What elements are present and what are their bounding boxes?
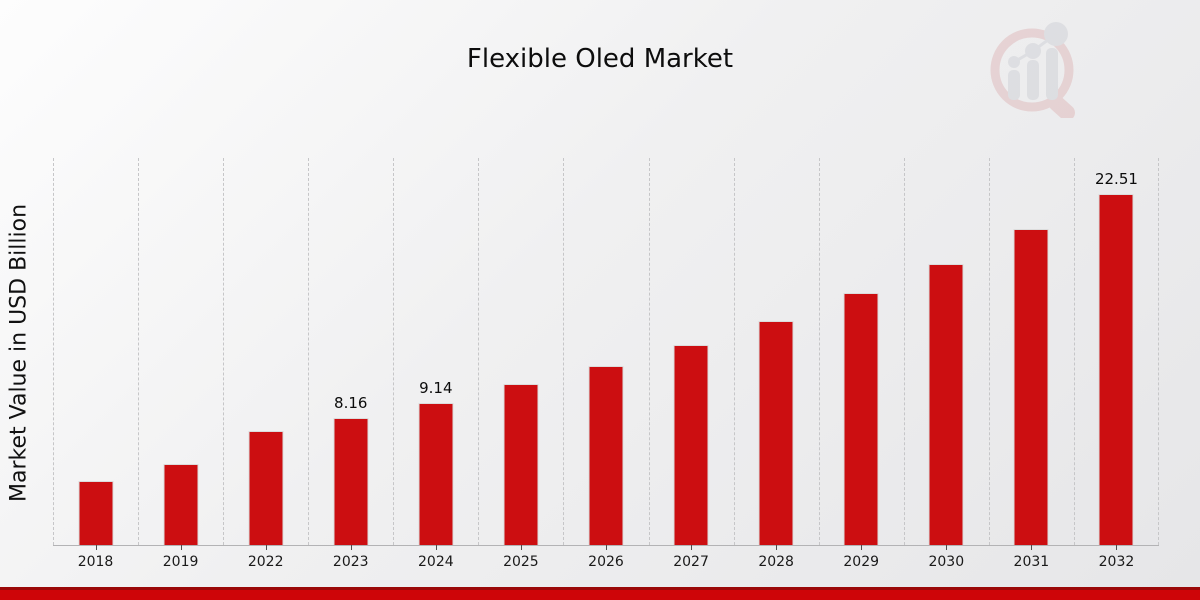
- bar-value-label-2023: 8.16: [334, 393, 368, 412]
- gridline: [903, 158, 905, 545]
- gridline: [1158, 158, 1159, 545]
- x-axis-tick: [265, 545, 267, 550]
- bar-2025: [503, 384, 539, 545]
- x-tick-label-2028: 2028: [758, 554, 794, 570]
- x-tick-label-2023: 2023: [332, 554, 369, 570]
- bottom-accent-band: [0, 587, 1200, 600]
- bar-2019: [163, 463, 199, 545]
- x-tick-label-2022: 2022: [247, 554, 284, 570]
- bar-2031: [1013, 228, 1049, 545]
- bar-2027: [673, 344, 709, 545]
- bar-2022: [248, 431, 284, 545]
- bar-2032: [1098, 194, 1134, 545]
- bar-value-label-2024: 9.14: [419, 378, 453, 397]
- bar-2026: [588, 365, 624, 545]
- x-axis-tick: [691, 545, 693, 550]
- x-axis-tick: [946, 545, 948, 550]
- chart-title: Flexible Oled Market: [466, 44, 734, 74]
- x-axis-tick: [1116, 545, 1118, 550]
- category-slot-2030: 2030: [904, 158, 989, 570]
- gridline: [53, 158, 54, 545]
- bar-2018: [78, 481, 114, 545]
- bar-value-label-2032: 22.51: [1094, 170, 1138, 189]
- x-axis-tick: [350, 545, 352, 550]
- category-slot-2018: 2018: [53, 158, 138, 570]
- x-tick-label-2027: 2027: [673, 554, 709, 570]
- category-slot-2028: 2028: [734, 158, 819, 570]
- gridline: [138, 158, 140, 545]
- gridline: [478, 158, 480, 545]
- x-axis-tick: [435, 545, 437, 550]
- bar-2024: [418, 402, 454, 545]
- category-slot-2029: 2029: [819, 158, 904, 570]
- plot-area: 2018 2019 2022 8.16 2023 9.14 2024 2025 2026 2027…: [53, 158, 1159, 570]
- x-tick-label-2029: 2029: [843, 554, 880, 570]
- x-tick-label-2024: 2024: [418, 554, 454, 570]
- gridline: [648, 158, 650, 545]
- y-axis-label: Market Value in USD Billion: [6, 203, 32, 502]
- x-axis-tick: [180, 545, 182, 550]
- gridline: [223, 158, 225, 545]
- category-slot-2022: 2022: [223, 158, 308, 570]
- x-tick-label-2032: 2032: [1098, 554, 1135, 570]
- gridline: [1073, 158, 1075, 545]
- x-tick-label-2019: 2019: [162, 554, 199, 570]
- x-tick-label-2030: 2030: [928, 554, 965, 570]
- x-axis-tick: [1031, 545, 1033, 550]
- category-slot-2032: 22.51 2032: [1074, 158, 1159, 570]
- bar-2029: [843, 293, 879, 545]
- bar-2023: [333, 417, 369, 545]
- category-slot-2031: 2031: [989, 158, 1074, 570]
- bar-2028: [758, 320, 794, 545]
- x-axis-tick: [95, 545, 97, 550]
- x-tick-label-2031: 2031: [1013, 554, 1050, 570]
- x-axis-tick: [776, 545, 778, 550]
- category-slot-2025: 2025: [478, 158, 563, 570]
- magnifier-bar-chart-watermark-icon: [990, 22, 1075, 118]
- x-axis-tick: [605, 545, 607, 550]
- bar-2030: [928, 263, 964, 545]
- gridline: [988, 158, 990, 545]
- x-axis-tick: [520, 545, 522, 550]
- category-slot-2023: 8.16 2023: [308, 158, 393, 570]
- gridline: [733, 158, 735, 545]
- x-tick-label-2026: 2026: [588, 554, 624, 570]
- category-slot-2027: 2027: [649, 158, 734, 570]
- gridline: [393, 158, 395, 545]
- gridline: [818, 158, 820, 545]
- category-slot-2024: 9.14 2024: [393, 158, 478, 570]
- category-slot-2019: 2019: [138, 158, 223, 570]
- x-axis-tick: [861, 545, 863, 550]
- category-slot-2026: 2026: [563, 158, 648, 570]
- gridline: [308, 158, 310, 545]
- gridline: [563, 158, 565, 545]
- x-tick-label-2025: 2025: [503, 554, 539, 570]
- x-tick-label-2018: 2018: [77, 554, 114, 570]
